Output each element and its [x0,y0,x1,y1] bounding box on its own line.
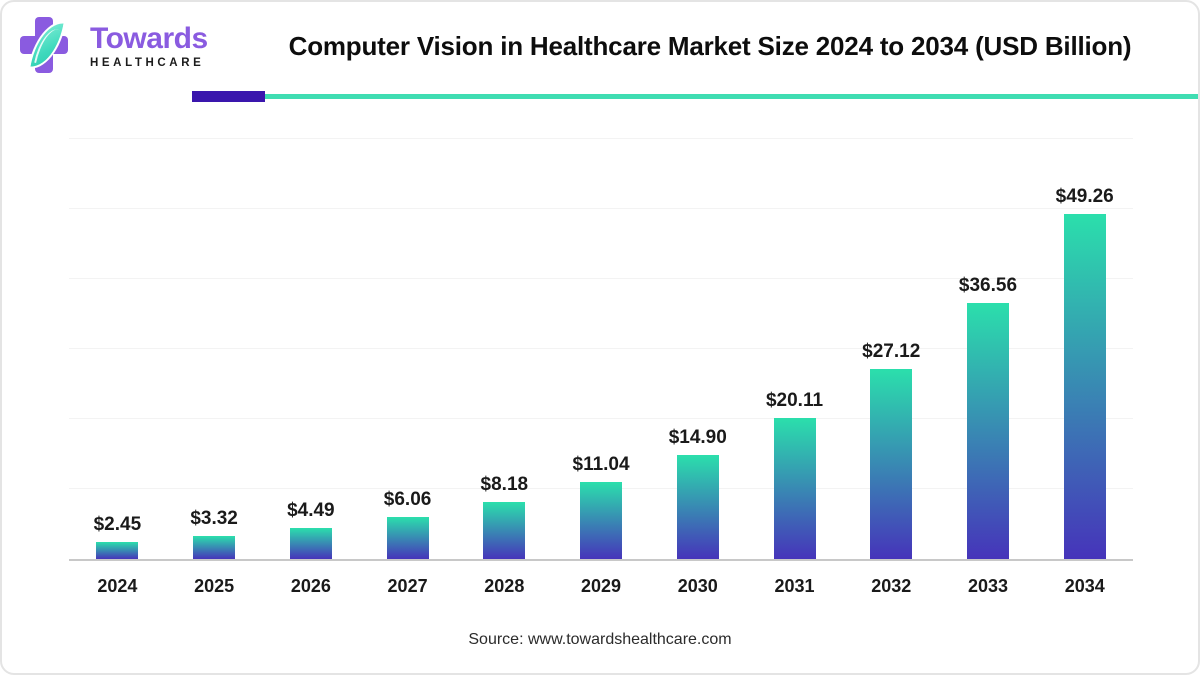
bars-row: $2.45 $3.32 $4.49 $6.06 $8.18 $11.04 $14.90 $20… [69,139,1133,559]
logo-text: Towards HEALTHCARE [90,22,220,70]
value-label-2031: $20.11 [765,390,824,412]
bar-column-2029: $11.04 [553,139,650,559]
bar-2027 [386,516,429,559]
bar-column-2026: $4.49 [262,139,359,559]
bar-2031 [773,418,816,559]
value-label-2034: $49.26 [1055,186,1114,208]
year-label-2026: 2026 [290,576,331,596]
gridline-30 [69,348,1133,349]
bar-column-2028: $8.18 [456,139,553,559]
year-label-2029: 2029 [581,576,622,596]
value-label-2030: $14.90 [668,426,727,448]
year-label-2027: 2027 [387,576,428,596]
logo-brand-subtitle: HEALTHCARE [90,57,205,69]
cross-leaf-icon [20,16,70,74]
year-label-2033: 2033 [967,576,1008,596]
bar-2025 [193,535,236,559]
value-label-2028: $8.18 [480,473,529,495]
bar-2028 [483,501,526,559]
bar-2029 [580,481,623,559]
plot-area: $2.45 $3.32 $4.49 $6.06 $8.18 $11.04 $14.90 $20… [69,138,1133,561]
value-label-2024: $2.45 [93,513,142,535]
header-divider [2,90,1198,102]
bar-column-2024: $2.45 [69,139,166,559]
gridline-50 [69,208,1133,209]
year-label-2024: 2024 [97,576,138,596]
chart-title: Computer Vision in Healthcare Market Siz… [288,30,1132,61]
year-label-2031: 2031 [774,576,815,596]
value-label-2029: $11.04 [572,453,630,475]
bar-2024 [96,541,139,559]
divider-teal-line [265,94,1198,99]
year-label-2025: 2025 [194,576,235,596]
bar-column-2031: $20.11 [746,139,843,559]
gridline-40 [69,278,1133,279]
towards-healthcare-logo: Towards HEALTHCARE [2,2,234,90]
logo-brand-name: Towards [90,22,208,55]
value-label-2027: $6.06 [383,488,432,510]
gridline-20 [69,418,1133,419]
value-label-2032: $27.12 [862,341,921,363]
bar-column-2034: $49.26 [1036,139,1133,559]
bar-2026 [289,527,332,559]
value-label-2026: $4.49 [287,499,335,521]
year-label-2030: 2030 [677,576,718,596]
source-note: Source: www.towardshealthcare.com [468,631,732,648]
bar-column-2030: $14.90 [649,139,746,559]
bar-2032 [870,369,913,559]
year-label-2034: 2034 [1064,576,1105,596]
bar-column-2025: $3.32 [166,139,263,559]
value-label-2033: $36.56 [958,275,1018,297]
divider-purple-segment [192,91,265,102]
bar-column-2027: $6.06 [359,139,456,559]
bar-2033 [966,303,1009,559]
year-label-2028: 2028 [484,576,525,596]
header: Towards HEALTHCARE Computer Vision in He… [2,2,1198,90]
bar-column-2033: $36.56 [940,139,1037,559]
x-axis-labels: 2024 2025 2026 2027 2028 2029 2030 2031 2032 2033… [69,570,1133,598]
bar-2030 [676,454,719,559]
gridline-60 [69,138,1133,139]
bar-2034 [1063,214,1106,559]
value-label-2025: $3.32 [190,507,238,529]
year-label-2032: 2032 [871,576,912,596]
bar-column-2032: $27.12 [843,139,940,559]
x-axis-line [69,559,1133,561]
